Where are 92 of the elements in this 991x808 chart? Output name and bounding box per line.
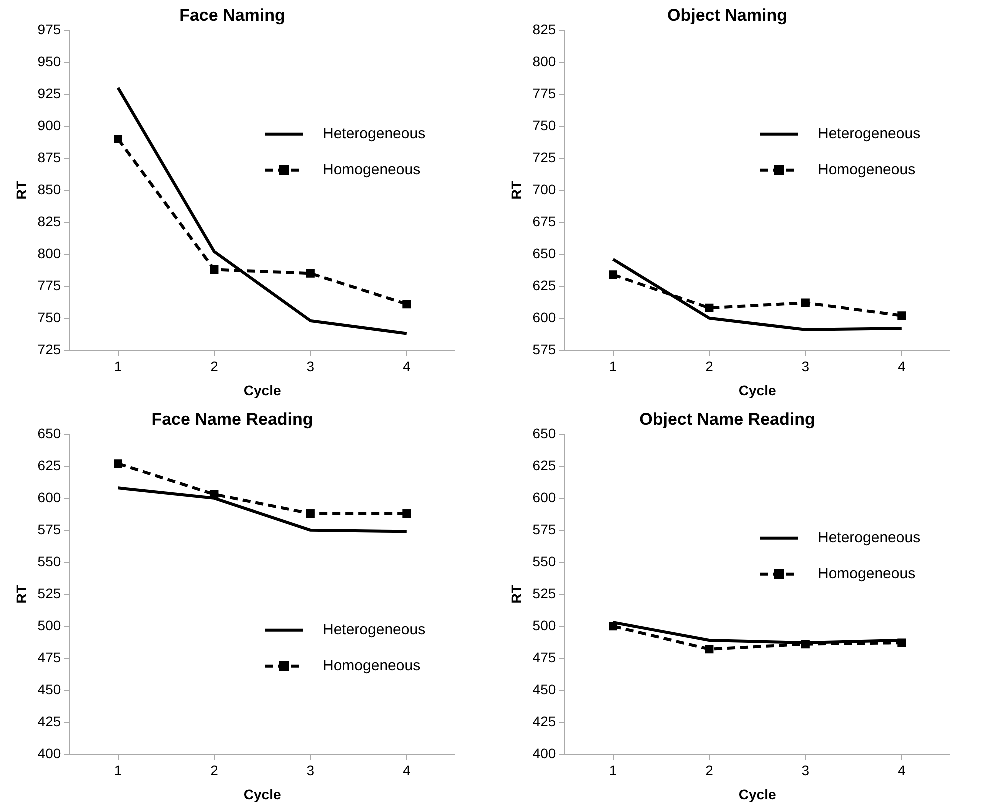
y-tick-label: 450 xyxy=(38,681,62,698)
point xyxy=(898,312,906,320)
y-tick-label: 500 xyxy=(532,617,556,634)
point xyxy=(114,134,123,144)
y-tick-label: 800 xyxy=(38,245,62,262)
chart-title: Object Naming xyxy=(668,6,788,25)
y-tick-label: 400 xyxy=(532,745,556,762)
x-axis-title: Cycle xyxy=(244,786,282,802)
point xyxy=(801,298,810,308)
x-axis-title: Cycle xyxy=(738,382,776,398)
y-tick-label: 425 xyxy=(532,713,556,730)
y-tick-label: 525 xyxy=(532,585,556,602)
x-tick-label: 2 xyxy=(210,358,219,375)
legend-label: Heterogeneous xyxy=(818,126,921,143)
legend-label: Heterogeneous xyxy=(323,126,426,143)
y-tick-label: 675 xyxy=(532,213,556,230)
legend-label: Homogeneous xyxy=(323,162,421,179)
x-tick-label: 3 xyxy=(306,762,315,779)
x-tick-label: 1 xyxy=(114,762,122,779)
x-tick-label: 2 xyxy=(210,762,219,779)
point xyxy=(609,270,618,280)
y-tick-label: 725 xyxy=(38,341,62,358)
y-tick-label: 600 xyxy=(532,489,556,506)
y-tick-label: 625 xyxy=(38,457,62,474)
y-tick-label: 575 xyxy=(38,521,62,538)
y-tick-label: 600 xyxy=(38,489,62,506)
legend-label: Heterogeneous xyxy=(323,622,426,639)
chart-title: Face Name Reading xyxy=(152,410,314,429)
y-tick-label: 925 xyxy=(38,85,62,102)
y-tick-label: 750 xyxy=(38,309,62,326)
y-tick-label: 825 xyxy=(38,213,62,230)
chart-title: Object Name Reading xyxy=(640,410,816,429)
y-tick-label: 625 xyxy=(532,277,556,294)
x-tick-label: 3 xyxy=(306,358,315,375)
y-axis-title: RT xyxy=(13,180,30,200)
y-tick-label: 800 xyxy=(532,53,556,70)
y-tick-label: 950 xyxy=(38,53,62,70)
y-tick-label: 550 xyxy=(38,553,62,570)
legend-label: Heterogeneous xyxy=(818,530,921,547)
y-axis-title: RT xyxy=(508,584,524,604)
y-tick-label: 900 xyxy=(38,117,62,134)
x-tick-label: 1 xyxy=(609,762,618,779)
x-tick-label: 3 xyxy=(802,358,810,375)
y-tick-label: 450 xyxy=(532,681,556,698)
y-tick-label: 775 xyxy=(38,277,62,294)
y-tick-label: 525 xyxy=(38,585,62,602)
legend-label: Homogeneous xyxy=(323,658,421,675)
y-tick-label: 625 xyxy=(532,457,556,474)
y-tick-label: 400 xyxy=(38,745,62,762)
y-tick-label: 500 xyxy=(38,617,62,634)
legend-label: Homogeneous xyxy=(818,162,916,179)
y-tick-label: 975 xyxy=(38,21,62,38)
y-tick-label: 850 xyxy=(38,181,62,198)
x-tick-label: 1 xyxy=(114,358,122,375)
y-tick-label: 475 xyxy=(38,649,62,666)
x-tick-label: 4 xyxy=(898,762,906,779)
x-tick-label: 4 xyxy=(402,358,411,375)
y-tick-label: 750 xyxy=(532,117,556,134)
y-tick-label: 650 xyxy=(532,245,556,262)
y-axis-title: RT xyxy=(13,584,30,604)
y-tick-label: 575 xyxy=(532,341,556,358)
legend-label: Homogeneous xyxy=(818,566,916,583)
x-tick-label: 2 xyxy=(706,762,714,779)
y-tick-label: 475 xyxy=(532,649,556,666)
y-tick-label: 775 xyxy=(532,85,556,102)
chart-title: Face Naming xyxy=(180,6,286,25)
y-tick-label: 825 xyxy=(532,21,556,38)
y-tick-label: 725 xyxy=(532,149,556,166)
x-axis-title: Cycle xyxy=(244,382,282,398)
point xyxy=(306,269,315,278)
x-tick-label: 1 xyxy=(609,358,618,375)
y-tick-label: 550 xyxy=(532,553,556,570)
y-tick-label: 425 xyxy=(38,713,62,730)
y-tick-label: 600 xyxy=(532,309,556,326)
y-tick-label: 650 xyxy=(532,425,556,442)
y-axis-title: RT xyxy=(508,180,524,200)
y-tick-label: 575 xyxy=(532,521,556,538)
point xyxy=(114,460,123,468)
point xyxy=(705,304,714,312)
x-tick-label: 2 xyxy=(706,358,714,375)
point xyxy=(705,645,714,654)
x-tick-label: 3 xyxy=(802,762,810,779)
point xyxy=(306,510,315,518)
y-tick-label: 875 xyxy=(38,149,62,166)
y-tick-label: 700 xyxy=(532,181,556,198)
x-tick-label: 4 xyxy=(898,358,906,375)
x-tick-label: 4 xyxy=(402,762,411,779)
point xyxy=(402,300,412,309)
point xyxy=(402,510,412,518)
y-tick-label: 650 xyxy=(38,425,62,442)
x-axis-title: Cycle xyxy=(738,786,776,802)
point xyxy=(210,266,219,274)
